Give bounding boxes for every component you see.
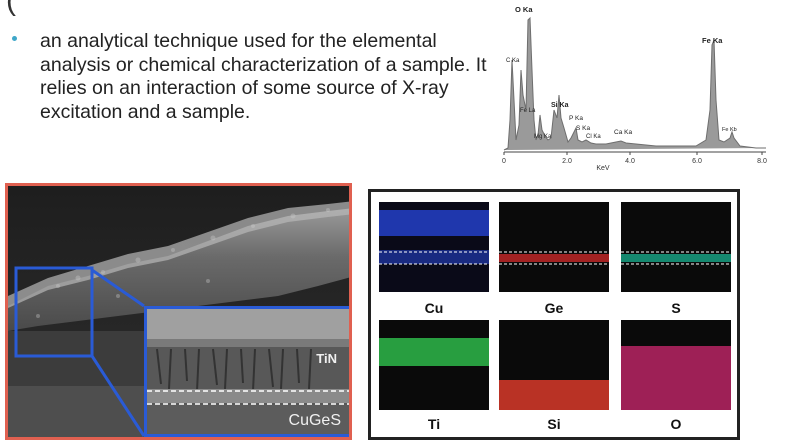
map-o — [621, 320, 731, 410]
peak-label-c: C Ka — [506, 58, 520, 64]
bullet-dot-icon — [12, 36, 17, 41]
xtick-8: 8.0 — [757, 158, 767, 165]
xtick-4: 4.0 — [625, 158, 635, 165]
selection-box — [14, 266, 94, 358]
xtick-2: 2.0 — [562, 158, 572, 165]
xtick-6: 6.0 — [692, 158, 702, 165]
peak-label-p: P Ka — [569, 115, 583, 122]
map-label-ge: Ge — [544, 300, 564, 316]
map-s — [621, 202, 731, 292]
peak-label-fe: Fe Ka — [702, 36, 723, 45]
peak-label-o: O Ka — [515, 5, 533, 14]
peak-label-feb: Fe Kb — [722, 127, 737, 133]
sem-zoom-inset: TiN CuGeS — [144, 306, 349, 437]
tin-label: TiN — [316, 351, 337, 366]
bullet-item: an analytical technique used for the ele… — [8, 30, 488, 124]
map-label-o: O — [670, 416, 682, 432]
map-label-si: Si — [547, 416, 561, 432]
map-ti — [379, 320, 489, 410]
inset-texture — [147, 309, 349, 434]
peak-label-si: Si Ka — [551, 102, 569, 109]
peak-label-fel: Fe La — [520, 108, 536, 114]
map-label-ti: Ti — [427, 416, 441, 432]
spectrum-xlabel: KeV — [596, 165, 610, 172]
eds-spectrum: 0 2.0 4.0 6.0 8.0 KeV O Ka Fe Ka C Ka Fe… — [502, 5, 767, 172]
map-cu — [379, 202, 489, 292]
element-maps-panel: Cu Ge S Ti Si — [368, 189, 740, 440]
sem-cross-section-image: TiN CuGeS — [5, 183, 352, 440]
layer-label: CuGeS — [288, 412, 341, 429]
peak-label-s: S Ka — [576, 125, 590, 132]
map-ge — [499, 202, 609, 292]
map-label-s: S — [671, 300, 681, 316]
heading-fragment: ( — [6, 0, 17, 17]
bullet-text: an analytical technique used for the ele… — [40, 30, 487, 123]
map-label-cu: Cu — [424, 300, 444, 316]
peak-label-mg: Mg Ka — [534, 134, 552, 140]
map-si — [499, 320, 609, 410]
xtick-0: 0 — [502, 158, 506, 165]
peak-label-cl: Cl Ka — [586, 134, 601, 140]
peak-label-ca: Ca Ka — [614, 129, 632, 136]
